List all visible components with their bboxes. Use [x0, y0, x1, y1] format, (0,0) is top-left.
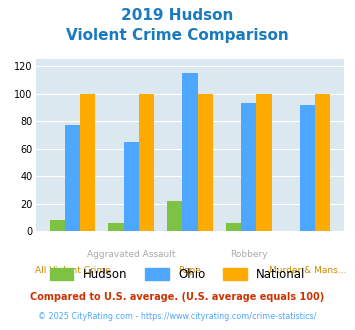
Bar: [108, 223, 124, 231]
Bar: [256, 94, 272, 231]
Text: All Violent Crime: All Violent Crime: [34, 266, 110, 275]
Bar: [139, 94, 154, 231]
Bar: [167, 201, 182, 231]
Bar: [80, 94, 95, 231]
Bar: [65, 125, 80, 231]
Text: Murder & Mans...: Murder & Mans...: [269, 266, 346, 275]
Text: Violent Crime Comparison: Violent Crime Comparison: [66, 28, 289, 43]
Text: Robbery: Robbery: [230, 250, 267, 259]
Text: 2019 Hudson: 2019 Hudson: [121, 8, 234, 23]
Bar: [182, 73, 198, 231]
Text: Compared to U.S. average. (U.S. average equals 100): Compared to U.S. average. (U.S. average …: [31, 292, 324, 302]
Text: Rape: Rape: [179, 266, 201, 275]
Bar: [198, 94, 213, 231]
Bar: [124, 142, 139, 231]
Bar: [300, 105, 315, 231]
Text: Aggravated Assault: Aggravated Assault: [87, 250, 175, 259]
Text: © 2025 CityRating.com - https://www.cityrating.com/crime-statistics/: © 2025 CityRating.com - https://www.city…: [38, 312, 317, 321]
Legend: Hudson, Ohio, National: Hudson, Ohio, National: [50, 268, 305, 281]
Bar: [241, 103, 256, 231]
Bar: [50, 220, 65, 231]
Bar: [315, 94, 330, 231]
Bar: [226, 223, 241, 231]
